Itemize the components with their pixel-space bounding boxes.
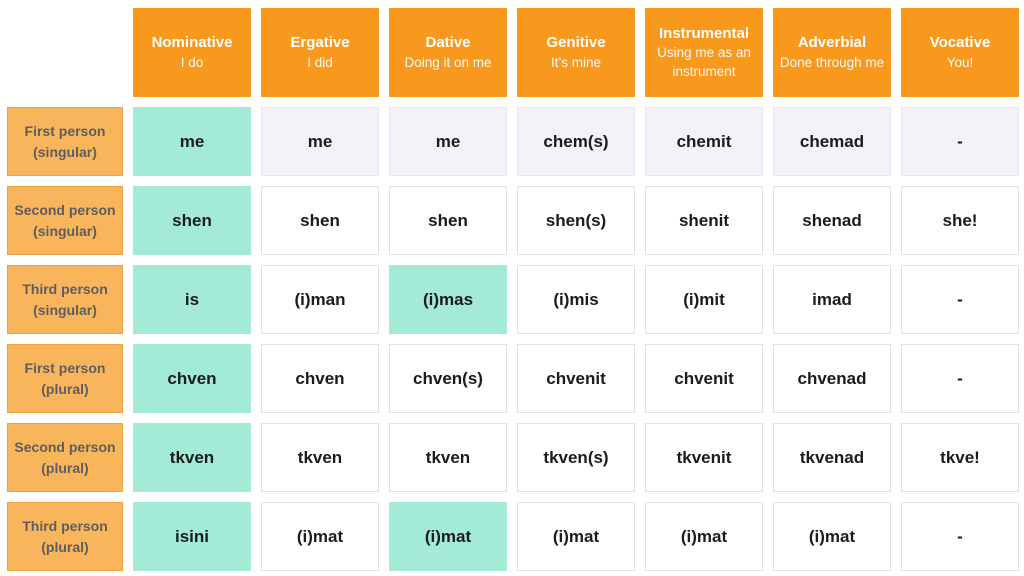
table-cell: me <box>261 107 379 176</box>
column-subtitle: Done through me <box>779 54 885 70</box>
table-cell: imad <box>773 265 891 334</box>
table-cell: - <box>901 107 1019 176</box>
column-title: Vocative <box>929 34 991 52</box>
table-cell: shen <box>389 186 507 255</box>
table-cell: chemit <box>645 107 763 176</box>
table-cell: - <box>901 344 1019 413</box>
table-cell: isini <box>133 502 251 571</box>
column-subtitle: Doing it on me <box>404 54 492 70</box>
table-cell: chven <box>133 344 251 413</box>
table-cell: chven(s) <box>389 344 507 413</box>
column-title: Genitive <box>546 34 606 52</box>
table-cell: (i)mat <box>261 502 379 571</box>
table-cell: tkven <box>133 423 251 492</box>
table-cell: - <box>901 265 1019 334</box>
row-header-second-person-singular: Second person (singular) <box>7 186 123 255</box>
column-header-dative: Dative Doing it on me <box>389 8 507 97</box>
table-cell: shenad <box>773 186 891 255</box>
column-title: Adverbial <box>797 34 867 52</box>
table-cell: shen <box>261 186 379 255</box>
table-cell: tkven <box>261 423 379 492</box>
column-title: Ergative <box>290 34 350 52</box>
table-cell: (i)mat <box>645 502 763 571</box>
column-subtitle: It’s mine <box>550 54 602 70</box>
table-cell: (i)mas <box>389 265 507 334</box>
column-title: Dative <box>425 34 471 52</box>
table-cell: (i)mit <box>645 265 763 334</box>
column-title: Nominative <box>151 34 233 52</box>
table-cell: me <box>389 107 507 176</box>
table-cell: (i)man <box>261 265 379 334</box>
table-cell: tkvenad <box>773 423 891 492</box>
row-header-third-person-singular: Third person (singular) <box>7 265 123 334</box>
table-cell: chvenit <box>517 344 635 413</box>
table-cell: chemad <box>773 107 891 176</box>
row-header-first-person-singular: First person (singular) <box>7 107 123 176</box>
row-header-third-person-plural: Third person (plural) <box>7 502 123 571</box>
table-cell: tkvenit <box>645 423 763 492</box>
table-cell: chvenit <box>645 344 763 413</box>
column-header-adverbial: Adverbial Done through me <box>773 8 891 97</box>
column-subtitle: I did <box>307 54 333 70</box>
table-cell: chvenad <box>773 344 891 413</box>
table-cell: chven <box>261 344 379 413</box>
table-cell: (i)mis <box>517 265 635 334</box>
column-title: Instrumental <box>658 24 749 42</box>
column-header-instrumental: Instrumental Using me as an instrument <box>645 8 763 97</box>
table-cell: (i)mat <box>389 502 507 571</box>
column-header-ergative: Ergative I did <box>261 8 379 97</box>
table-cell: - <box>901 502 1019 571</box>
table-cell: (i)mat <box>773 502 891 571</box>
table-cell: she! <box>901 186 1019 255</box>
column-header-vocative: Vocative You! <box>901 8 1019 97</box>
row-header-second-person-plural: Second person (plural) <box>7 423 123 492</box>
table-cell: tkven(s) <box>517 423 635 492</box>
table-cell: shen(s) <box>517 186 635 255</box>
table-cell: me <box>133 107 251 176</box>
table-cell: is <box>133 265 251 334</box>
table-cell: (i)mat <box>517 502 635 571</box>
table-cell: tkve! <box>901 423 1019 492</box>
table-cell: shen <box>133 186 251 255</box>
column-header-genitive: Genitive It’s mine <box>517 8 635 97</box>
column-subtitle: Using me as an instrument <box>657 45 751 80</box>
table-cell: chem(s) <box>517 107 635 176</box>
table-cell: tkven <box>389 423 507 492</box>
row-header-first-person-plural: First person (plural) <box>7 344 123 413</box>
column-header-nominative: Nominative I do <box>133 8 251 97</box>
table-corner <box>7 8 123 97</box>
table-cell: shenit <box>645 186 763 255</box>
column-subtitle: You! <box>946 54 974 70</box>
column-subtitle: I do <box>180 54 204 70</box>
